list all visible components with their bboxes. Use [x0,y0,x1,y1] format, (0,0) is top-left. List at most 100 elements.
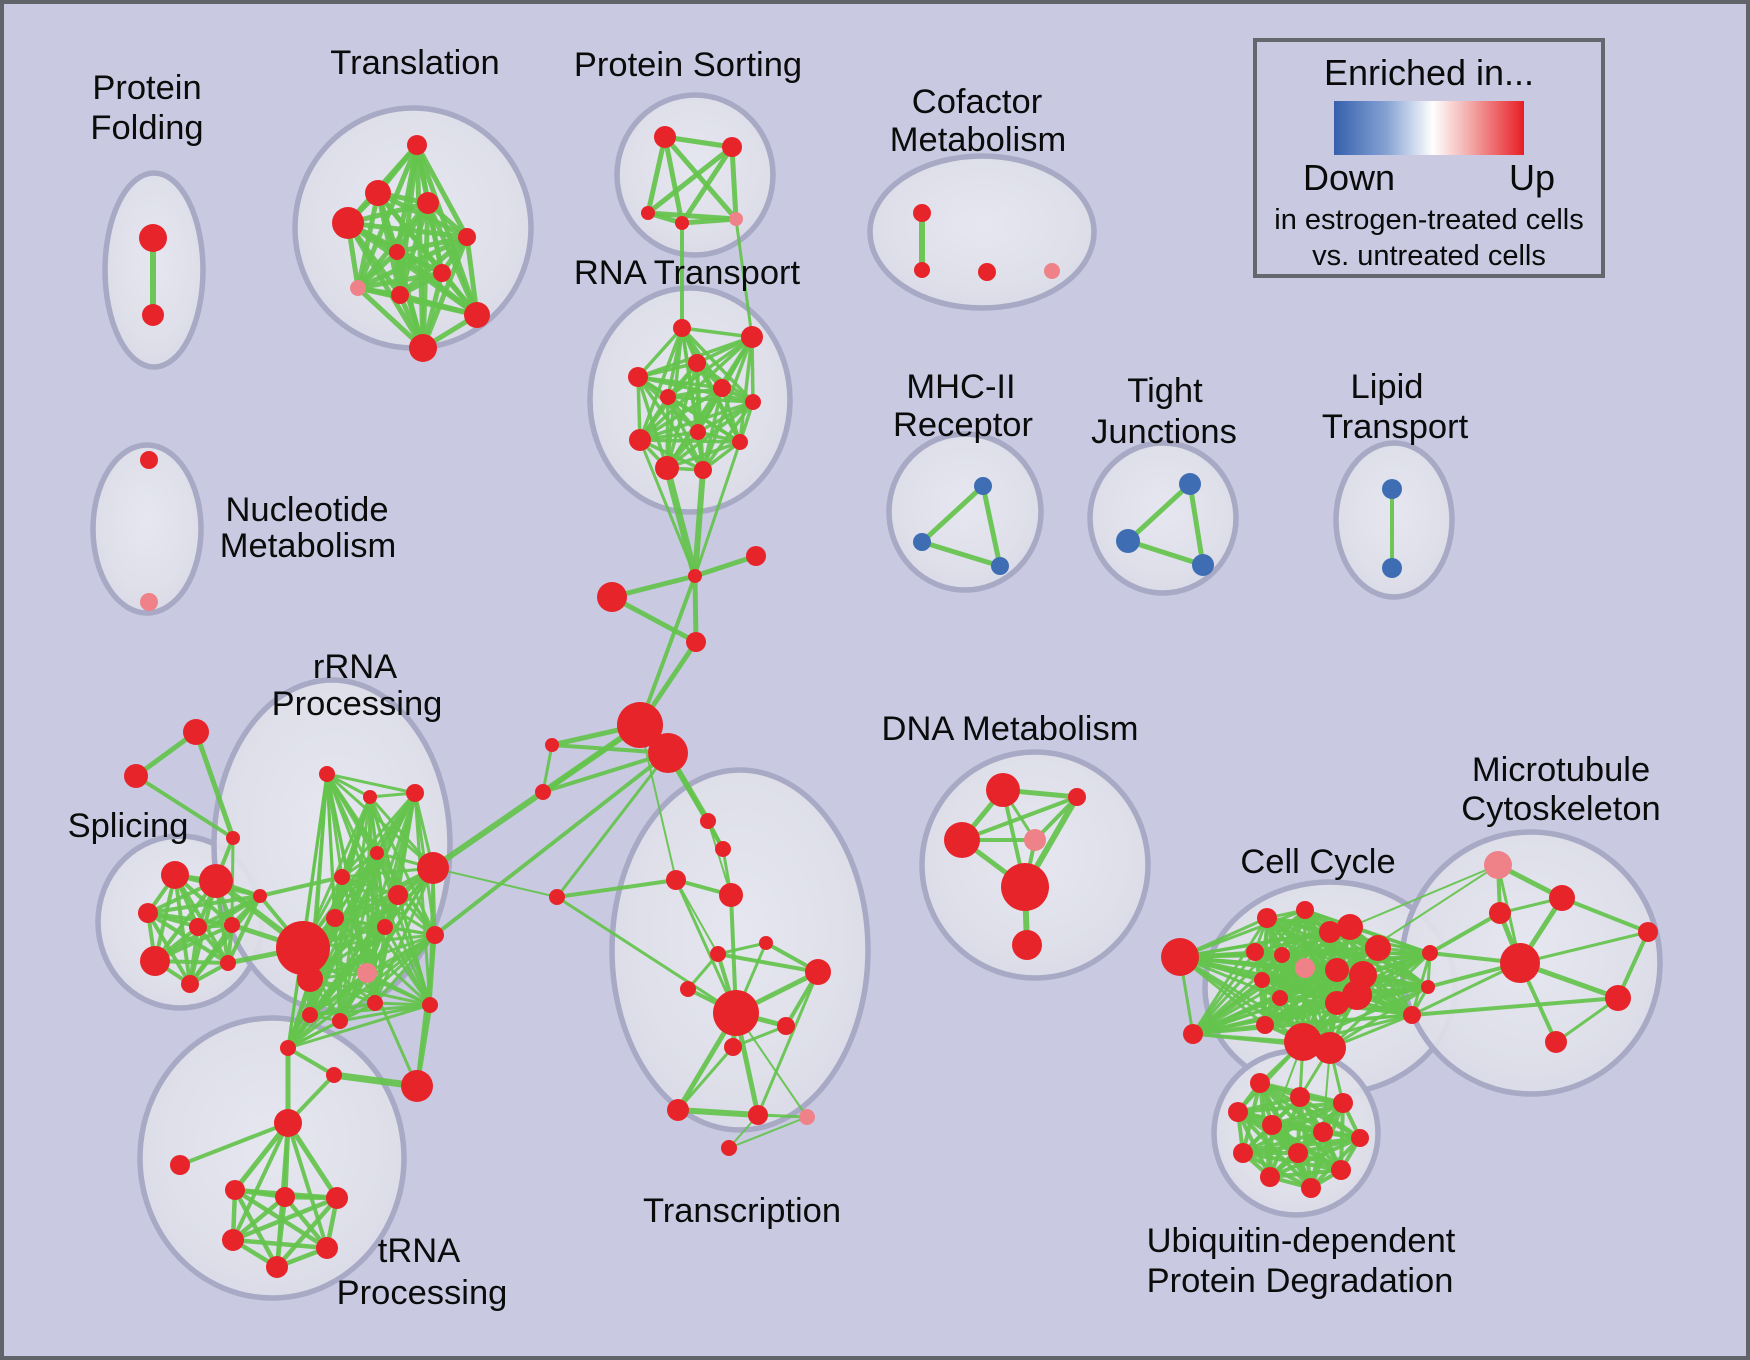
edge [286,1001,377,1050]
edge [680,326,754,339]
transcription-node [680,981,696,997]
edge [285,1120,340,1201]
edge [274,1195,340,1270]
connectors-node [686,632,706,652]
dna_metabolism-node [1012,930,1042,960]
cell_cycle-label: Cell Cycle [1240,843,1395,881]
edge [1253,908,1307,954]
tight_junctions-node [1179,473,1201,495]
edge [638,438,705,472]
edge [286,1121,329,1250]
edge [1348,925,1432,955]
edge [325,772,372,799]
rna_transport-node [628,367,648,387]
protein_folding-node [139,224,167,252]
edge [1191,916,1269,1036]
rrna_processing-node [367,995,383,1011]
legend-box: Enriched in... Down Up in estrogen-treat… [1253,38,1605,278]
ubiquitin-node [1331,1160,1351,1180]
rrna_processing-node [332,1013,348,1029]
nucleotide_metabolism-node [140,451,158,469]
edge [1191,950,1257,1036]
microtubule-node [1500,943,1540,983]
lipid_transport-node [1382,479,1402,499]
edge [674,878,738,1015]
cell_cycle-node [1161,938,1199,976]
edge [464,234,480,318]
connectors-node [597,582,627,612]
rrna_processing-node [280,1040,296,1056]
tight_junctions-node [1192,554,1214,576]
edge [1280,951,1432,957]
nucleotide_metabolism-label: Metabolism [220,527,396,565]
edge [1125,481,1193,544]
protein_folding-label: Folding [90,109,203,147]
edge [373,1001,432,1007]
protein_sorting-node [729,212,743,226]
edge [666,386,724,399]
ubiquitin-node [1290,1087,1310,1107]
edge [397,234,470,298]
edge [728,1116,808,1149]
dna_metabolism-node [1024,829,1046,851]
edge [355,249,400,291]
edge [1191,978,1264,1036]
translation-node [389,244,405,260]
rna_transport-node [713,379,731,397]
cell_cycle-node [1314,1032,1346,1064]
transcription-node [719,883,743,907]
edge [645,144,735,216]
splicing-node [199,864,233,898]
rna_transport-node [673,319,691,337]
ubiquitin-node [1333,1093,1353,1113]
protein_sorting-node [675,216,689,230]
microtubule-node [1484,851,1512,879]
edge [663,464,699,580]
legend-title: Enriched in... [1323,52,1535,93]
translation-node [458,228,476,246]
edge [756,970,820,1117]
rna_transport-node [741,326,763,348]
rrna_processing-label: rRNA [313,648,397,686]
ubiquitin-node [1351,1129,1369,1147]
edge [1560,896,1650,934]
transcription-node [713,990,759,1036]
splicing-node [140,946,170,976]
edge [1125,538,1206,568]
edge [188,894,262,986]
transcription-node [710,946,726,962]
nucleotide_metabolism-bubble [90,442,204,616]
trna_processing-node [170,1155,190,1175]
nucleotide_metabolism-node [140,593,158,611]
microtubule-label: Cytoskeleton [1461,790,1660,828]
trna_processing-node [326,1187,348,1209]
edge [1328,951,1432,1050]
mhc_ii_receptor-node [991,557,1009,575]
cell_cycle-node [1274,947,1290,963]
edge [232,1120,291,1193]
edge [555,878,678,899]
rrna_processing-node [334,869,350,885]
ubiquitin-node [1262,1115,1282,1135]
edge [679,144,735,226]
edge [1241,1151,1343,1172]
edge [675,1107,761,1118]
translation-node [350,280,366,296]
ubiquitin-node [1260,1167,1280,1187]
dna_metabolism-node [1001,863,1049,911]
edge [432,867,558,898]
edge [258,875,344,898]
legend-subtitle: in estrogen-treated cells vs. untreated … [1274,202,1584,274]
rrna_processing-node [326,909,344,927]
tight_junctions-bubble [1087,440,1239,596]
rna_transport-node [688,354,706,372]
ubiquitin-label: Ubiquitin-dependent [1147,1222,1456,1260]
rrna_processing-node [417,852,449,884]
tight_junctions-label: Tight [1127,372,1203,410]
cell_cycle-node [1325,958,1349,982]
ubiquitin-node [1288,1143,1308,1163]
connectors-node [617,702,663,748]
rrna_processing-node [302,1007,318,1023]
translation-node [332,207,364,239]
